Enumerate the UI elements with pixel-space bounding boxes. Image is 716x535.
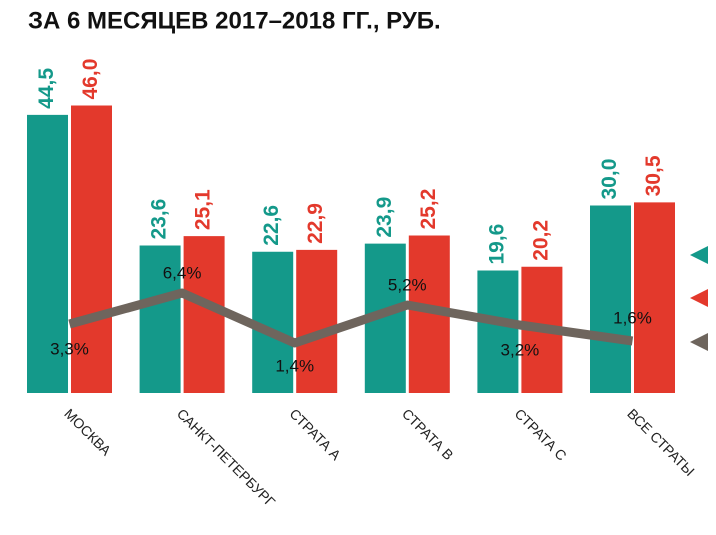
line <box>68 288 634 348</box>
value-label: 46,0 <box>79 59 102 100</box>
x-tick-label: МОСКВА <box>61 405 115 459</box>
line-label: 6,4% <box>163 263 202 282</box>
value-label: 25,2 <box>417 189 440 230</box>
x-tick-label: СТРАТА С <box>512 405 570 463</box>
legend-marker <box>690 246 708 264</box>
bar <box>27 114 68 393</box>
value-label: 44,5 <box>35 68 58 109</box>
x-tick-label: СТРАТА А <box>286 405 344 463</box>
x-tick-label: СТРАТА В <box>399 405 457 463</box>
bar <box>590 205 631 393</box>
legend-marker <box>690 333 708 351</box>
value-label: 20,2 <box>529 220 552 261</box>
value-label: 22,6 <box>260 205 283 246</box>
bar <box>139 245 181 393</box>
bar <box>477 270 519 393</box>
value-label: 23,9 <box>373 197 396 238</box>
bar <box>296 249 338 393</box>
value-label: 30,5 <box>642 155 665 196</box>
line-label: 3,2% <box>501 340 540 359</box>
value-label: 23,6 <box>148 199 171 240</box>
line-label: 3,3% <box>50 339 89 358</box>
bar <box>634 202 675 393</box>
value-label: 19,6 <box>485 224 508 265</box>
legend-marker <box>690 289 708 307</box>
bar <box>183 236 225 393</box>
line-label: 1,6% <box>613 308 652 327</box>
chart-title: ЗА 6 МЕСЯЦЕВ 2017–2018 ГГ., РУБ. <box>28 7 441 34</box>
x-tick-label: САНКТ-ПЕТЕРБУРГ <box>174 405 279 510</box>
bar <box>71 105 112 393</box>
line-label: 5,2% <box>388 275 427 294</box>
value-label: 25,1 <box>192 189 215 230</box>
value-label: 22,9 <box>304 203 327 244</box>
line-label: 1,4% <box>275 356 314 375</box>
value-label: 30,0 <box>598 159 621 200</box>
x-tick-label: ВСЕ СТРАТЫ <box>624 405 698 479</box>
